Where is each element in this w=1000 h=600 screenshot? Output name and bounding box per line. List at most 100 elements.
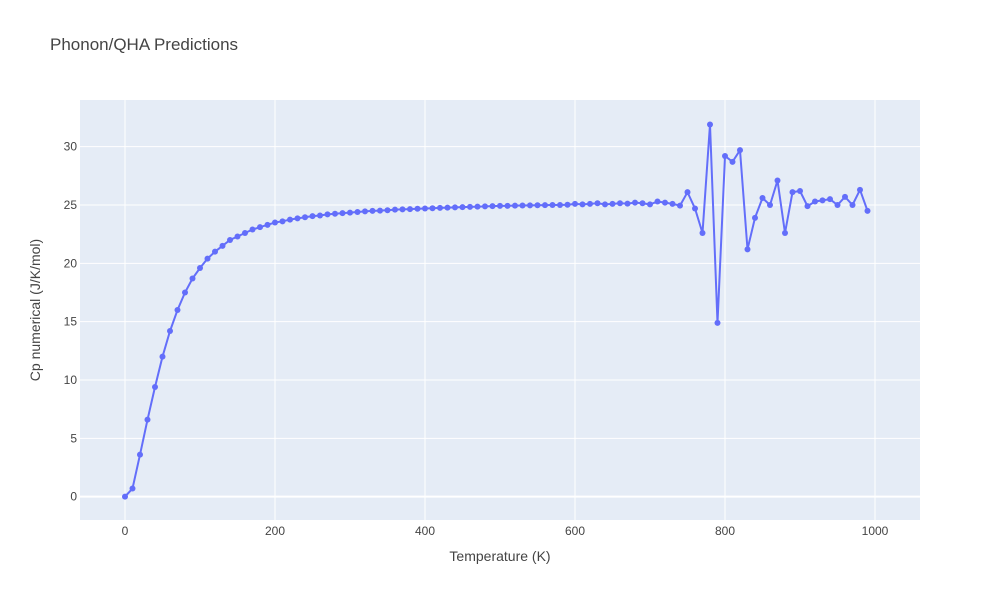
data-point (339, 210, 346, 217)
data-point (842, 193, 848, 200)
data-point (654, 198, 661, 205)
data-point (519, 202, 526, 209)
data-point (617, 200, 623, 207)
data-point (579, 201, 586, 208)
y-tick-label: 15 (64, 315, 78, 329)
data-point (774, 177, 781, 184)
data-point (422, 205, 428, 212)
data-point (527, 202, 533, 209)
data-point (347, 209, 353, 216)
data-point (369, 207, 376, 214)
data-point (557, 202, 563, 208)
data-point (279, 218, 286, 225)
data-point (864, 207, 871, 214)
data-point (707, 121, 713, 128)
data-point (137, 451, 143, 458)
y-tick-label: 5 (70, 431, 77, 445)
data-point (669, 200, 676, 207)
y-tick-label: 10 (64, 373, 78, 387)
data-point (782, 230, 788, 236)
series-line (124, 124, 869, 498)
data-point (849, 202, 856, 208)
x-tick-label: 600 (565, 524, 585, 538)
data-point (407, 206, 413, 213)
chart-title: Phonon/QHA Predictions (50, 35, 238, 54)
data-point (467, 203, 473, 210)
x-tick-label: 1000 (862, 524, 889, 538)
data-point (234, 233, 241, 240)
data-point (542, 202, 548, 209)
data-point (309, 213, 316, 220)
x-tick-label: 200 (265, 524, 285, 538)
data-point (572, 200, 578, 207)
data-point (804, 203, 811, 210)
data-point (767, 202, 773, 208)
data-point (587, 200, 593, 207)
data-point (699, 230, 706, 236)
data-point (384, 207, 391, 214)
data-point (182, 289, 188, 296)
data-point (722, 153, 728, 159)
data-point (677, 202, 683, 209)
data-point (489, 203, 496, 210)
data-point (174, 307, 181, 313)
y-axis-ticks: 0 5 10 15 20 25 30 (64, 140, 78, 504)
data-point (819, 197, 826, 204)
data-point (414, 205, 421, 212)
data-point (332, 210, 338, 217)
data-point (714, 319, 721, 326)
data-point (812, 198, 818, 205)
data-point (354, 209, 361, 215)
data-point (317, 212, 323, 219)
data-point (662, 199, 668, 206)
data-point (189, 275, 196, 282)
data-point (212, 248, 218, 255)
data-point (594, 200, 601, 207)
data-point (392, 206, 398, 213)
data-point (294, 215, 301, 222)
x-tick-label: 400 (415, 524, 435, 538)
data-points (122, 121, 871, 500)
x-axis-title: Temperature (K) (449, 548, 550, 564)
data-point (602, 201, 608, 208)
data-point (759, 195, 766, 201)
data-point (474, 203, 481, 210)
y-tick-label: 25 (64, 198, 78, 212)
data-point (362, 208, 368, 215)
data-point (729, 158, 736, 165)
data-point (302, 214, 308, 221)
y-axis-title: Cp numerical (J/K/mol) (27, 239, 43, 381)
data-point (249, 226, 256, 233)
data-point (624, 200, 631, 207)
data-point (827, 196, 833, 203)
data-point (204, 255, 211, 262)
data-point (647, 201, 653, 208)
data-point (549, 202, 556, 208)
data-point (834, 202, 841, 208)
data-point (692, 205, 698, 212)
data-point (129, 485, 136, 492)
data-point (857, 186, 863, 193)
data-point (459, 204, 466, 211)
data-point (797, 188, 803, 194)
data-point (684, 189, 691, 196)
data-point (144, 416, 151, 423)
data-point (159, 353, 166, 360)
data-point (257, 224, 263, 231)
data-point (264, 221, 271, 228)
y-tick-label: 0 (70, 490, 77, 504)
data-point (197, 265, 203, 271)
data-point (272, 219, 278, 226)
data-point (242, 230, 248, 236)
y-tick-label: 30 (64, 140, 78, 154)
data-point (444, 204, 451, 211)
data-point (152, 384, 158, 390)
plot-area (80, 100, 920, 520)
data-point (639, 200, 646, 207)
gridlines (80, 100, 920, 520)
data-point (429, 205, 436, 212)
y-tick-label: 20 (64, 256, 78, 270)
data-point (744, 246, 751, 253)
data-point (504, 202, 511, 209)
